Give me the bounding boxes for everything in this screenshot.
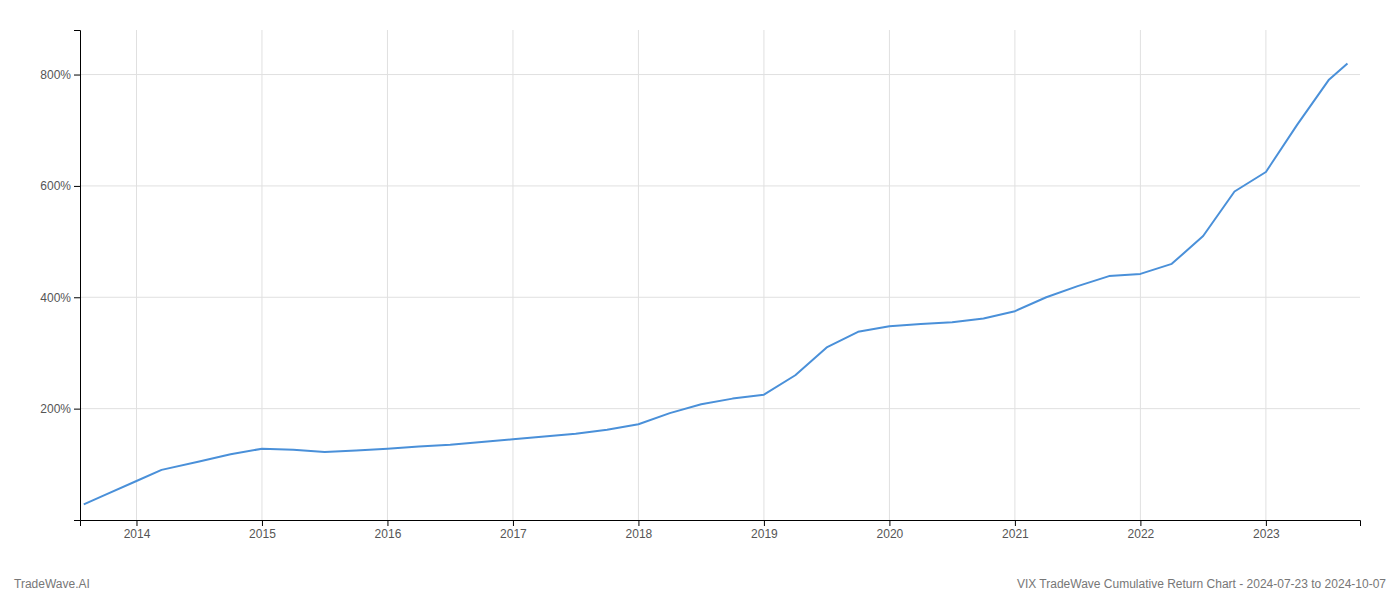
x-tick-label: 2016 [375, 527, 402, 541]
x-tick-mark [136, 520, 137, 526]
x-tick-label: 2020 [877, 527, 904, 541]
x-axis-line [81, 521, 1361, 527]
y-tick-label: 600% [40, 179, 71, 193]
x-tick: 2015 [249, 520, 276, 541]
grid-line-x [763, 30, 764, 520]
y-tick-mark [74, 297, 80, 298]
x-tick: 2018 [626, 520, 653, 541]
x-tick-mark [1015, 520, 1016, 526]
y-axis-line [74, 31, 81, 521]
x-tick-mark [262, 520, 263, 526]
grid-line-y [80, 74, 1360, 75]
x-tick: 2021 [1002, 520, 1029, 541]
y-tick: 400% [40, 291, 80, 305]
x-tick: 2017 [500, 520, 527, 541]
x-tick-label: 2015 [249, 527, 276, 541]
grid-line-y [80, 297, 1360, 298]
marks [84, 63, 1348, 504]
x-tick: 2019 [751, 520, 778, 541]
chart: 2014 2015 2016 2017 2018 2019 2020 2021 2022 2023… [0, 0, 1400, 600]
grid-line-x [638, 30, 639, 520]
x-tick-label: 2017 [500, 527, 527, 541]
x-tick-mark [764, 520, 765, 526]
x-tick: 2022 [1128, 520, 1155, 541]
x-tick-mark [387, 520, 388, 526]
x-tick-mark [889, 520, 890, 526]
grid-line-x [512, 30, 513, 520]
x-tick-mark [1140, 520, 1141, 526]
x-tick-label: 2014 [124, 527, 151, 541]
y-tick: 200% [40, 402, 80, 416]
grid-line-x [1140, 30, 1141, 520]
grid-line-x [261, 30, 262, 520]
y-tick-label: 200% [40, 402, 71, 416]
x-tick-label: 2019 [751, 527, 778, 541]
grid-line-x [387, 30, 388, 520]
y-tick: 600% [40, 179, 80, 193]
x-tick-label: 2018 [626, 527, 653, 541]
x-tick: 2014 [124, 520, 151, 541]
y-tick-label: 400% [40, 291, 71, 305]
grid-line-y [80, 408, 1360, 409]
x-tick-label: 2023 [1253, 527, 1280, 541]
x-tick: 2023 [1253, 520, 1280, 541]
x-tick-mark [1266, 520, 1267, 526]
y-axis: 200% 400% 600% 800% [40, 31, 80, 521]
grid-line-y [80, 185, 1360, 186]
grid [80, 30, 1360, 520]
x-tick: 2016 [375, 520, 402, 541]
y-tick-mark [74, 409, 80, 410]
x-tick-mark [513, 520, 514, 526]
title: VIX TradeWave Cumulative Return Chart - … [1017, 577, 1386, 591]
y-tick: 800% [40, 68, 80, 82]
grid-line-x [1014, 30, 1015, 520]
x-tick: 2020 [877, 520, 904, 541]
x-tick-label: 2022 [1128, 527, 1155, 541]
plot: 2014 2015 2016 2017 2018 2019 2020 2021 2022 2023… [40, 30, 1360, 541]
x-axis: 2014 2015 2016 2017 2018 2019 2020 2021 2022 2023 [81, 520, 1361, 541]
y-tick-mark [74, 75, 80, 76]
y-tick-mark [74, 186, 80, 187]
x-tick-mark [638, 520, 639, 526]
x-tick-label: 2021 [1002, 527, 1029, 541]
grid-line-x [889, 30, 890, 520]
y-tick-label: 800% [40, 68, 71, 82]
grid-line-x [1265, 30, 1266, 520]
line [84, 63, 1348, 504]
grid-line-x [136, 30, 137, 520]
subtitle: TradeWave.AI [14, 577, 90, 591]
